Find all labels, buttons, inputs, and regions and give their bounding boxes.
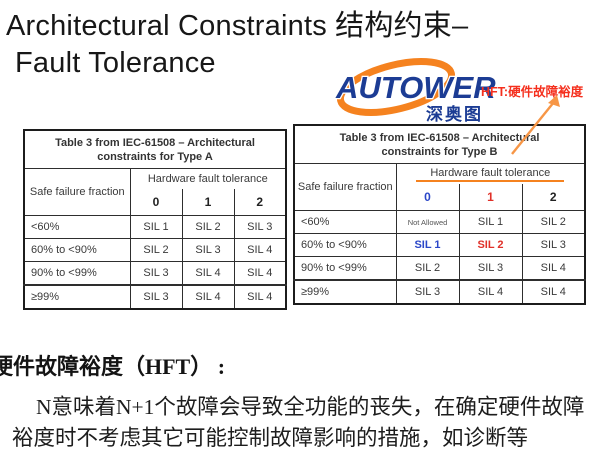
row-label: ≥99% [23,284,131,310]
table-b-col-2: 2 [521,184,586,212]
cell: SIL 4 [521,256,586,281]
row-label: 90% to <99% [293,256,397,281]
row-label: ≥99% [293,279,397,305]
table-b-title-line2: constraints for Type B [381,145,498,158]
table-b-col-group-label: Hardware fault tolerance [416,167,565,182]
table-b-col-1: 1 [458,184,523,212]
table-row: <60% SIL 1 SIL 2 SIL 3 [23,215,287,239]
row-label: 60% to <90% [23,238,131,262]
cell: SIL 3 [181,238,235,262]
cell: SIL 3 [395,279,460,305]
table-row: 60% to <90% SIL 1 SIL 2 SIL 3 [293,233,586,257]
table-row: 60% to <90% SIL 2 SIL 3 SIL 4 [23,238,287,262]
cell: SIL 4 [233,284,287,310]
row-label: <60% [293,210,397,234]
table-row: ≥99% SIL 3 SIL 4 SIL 4 [23,284,287,310]
autower-logo: AUTOWER 深奥图 [334,58,509,126]
cell-highlight-red: SIL 2 [458,233,523,257]
hft-definition-heading: 硬件故障裕度（HFT） : [0,354,226,379]
cell: SIL 1 [129,215,183,239]
table-a-col-1: 1 [181,189,235,217]
cell: SIL 4 [521,279,586,305]
page-title-line2: Fault Tolerance [15,47,216,79]
table-a-title-line2: constraints for Type A [97,150,213,163]
table-a-col-group-label: Hardware fault tolerance [147,173,268,186]
cell: SIL 3 [521,233,586,257]
cell: SIL 4 [233,238,287,262]
cell: SIL 4 [181,284,235,310]
hft-definition-body: N意味着N+1个故障会导致全功能的丧失，在确定硬件故障裕度时不考虑其它可能控制故… [12,395,585,450]
table-b-title: Table 3 from IEC-61508 – Architectural c… [293,124,586,164]
cell: SIL 3 [129,261,183,286]
table-type-a: Table 3 from IEC-61508 – Architectural c… [23,129,288,310]
row-label: <60% [23,215,131,239]
cell: SIL 4 [181,261,235,286]
autower-logo-icon: AUTOWER [334,58,497,116]
page-title-line1: Architectural Constraints 结构约束– [6,10,469,42]
hft-annotation: HFT:硬件故障裕度 [481,85,584,99]
cell: SIL 2 [181,215,235,239]
logo-wordmark: AUTOWER [335,70,496,105]
cell-highlight-blue: SIL 1 [395,233,460,257]
table-type-b: Table 3 from IEC-61508 – Architectural c… [293,124,587,305]
cell: SIL 2 [129,238,183,262]
table-a-col-0: 0 [129,189,183,217]
table-b-col-group: Hardware fault tolerance [395,163,586,185]
table-a-title-line1: Table 3 from IEC-61508 – Architectural [55,136,255,149]
cell: SIL 3 [458,256,523,281]
row-label: 60% to <90% [293,233,397,257]
table-a-col-group: Hardware fault tolerance [129,168,287,190]
table-row: 90% to <99% SIL 3 SIL 4 SIL 4 [23,261,287,286]
page-title: Architectural Constraints 结构约束– Fault To… [6,8,566,82]
row-label: 90% to <99% [23,261,131,286]
table-row: <60% Not Allowed SIL 1 SIL 2 [293,210,586,234]
cell: SIL 4 [233,261,287,286]
table-row: ≥99% SIL 3 SIL 4 SIL 4 [293,279,586,305]
table-a-col-2: 2 [233,189,287,217]
table-b-col-0: 0 [395,184,460,212]
table-a-row-header: Safe failure fraction [23,168,131,216]
logo-subtitle: 深奥图 [426,105,483,124]
cell: SIL 3 [233,215,287,239]
cell: SIL 1 [458,210,523,234]
cell: SIL 2 [521,210,586,234]
table-b-title-line1: Table 3 from IEC-61508 – Architectural [339,131,540,144]
cell: SIL 3 [129,284,183,310]
table-row: 90% to <99% SIL 2 SIL 3 SIL 4 [293,256,586,281]
cell: SIL 2 [395,256,460,281]
table-a-title: Table 3 from IEC-61508 – Architectural c… [23,129,287,169]
table-b-row-header: Safe failure fraction [293,163,397,211]
cell: SIL 4 [458,279,523,305]
cell-not-allowed: Not Allowed [395,210,460,234]
